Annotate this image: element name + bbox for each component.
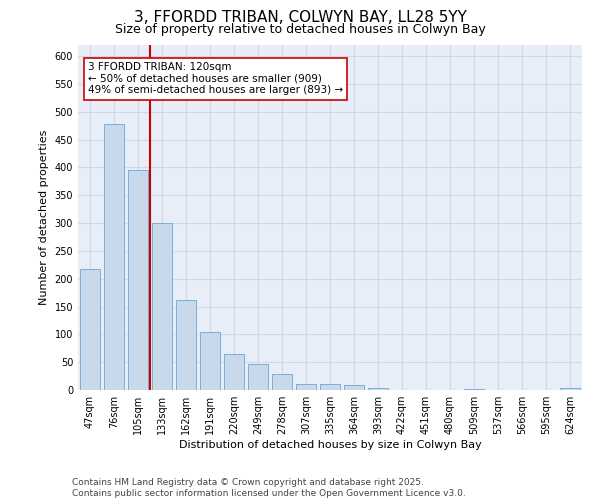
Bar bbox=[272, 374, 292, 390]
Bar bbox=[80, 268, 100, 390]
Text: 3 FFORDD TRIBAN: 120sqm
← 50% of detached houses are smaller (909)
49% of semi-d: 3 FFORDD TRIBAN: 120sqm ← 50% of detache… bbox=[88, 62, 343, 96]
Text: 3, FFORDD TRIBAN, COLWYN BAY, LL28 5YY: 3, FFORDD TRIBAN, COLWYN BAY, LL28 5YY bbox=[134, 10, 466, 25]
Bar bbox=[320, 384, 340, 390]
X-axis label: Distribution of detached houses by size in Colwyn Bay: Distribution of detached houses by size … bbox=[179, 440, 481, 450]
Bar bbox=[176, 300, 196, 390]
Bar bbox=[224, 354, 244, 390]
Bar bbox=[344, 385, 364, 390]
Y-axis label: Number of detached properties: Number of detached properties bbox=[39, 130, 49, 305]
Bar bbox=[104, 124, 124, 390]
Bar bbox=[248, 364, 268, 390]
Bar bbox=[368, 388, 388, 390]
Bar bbox=[560, 388, 580, 390]
Bar bbox=[464, 389, 484, 390]
Text: Contains HM Land Registry data © Crown copyright and database right 2025.
Contai: Contains HM Land Registry data © Crown c… bbox=[72, 478, 466, 498]
Bar bbox=[128, 170, 148, 390]
Bar bbox=[152, 223, 172, 390]
Text: Size of property relative to detached houses in Colwyn Bay: Size of property relative to detached ho… bbox=[115, 22, 485, 36]
Bar bbox=[200, 332, 220, 390]
Bar bbox=[296, 384, 316, 390]
